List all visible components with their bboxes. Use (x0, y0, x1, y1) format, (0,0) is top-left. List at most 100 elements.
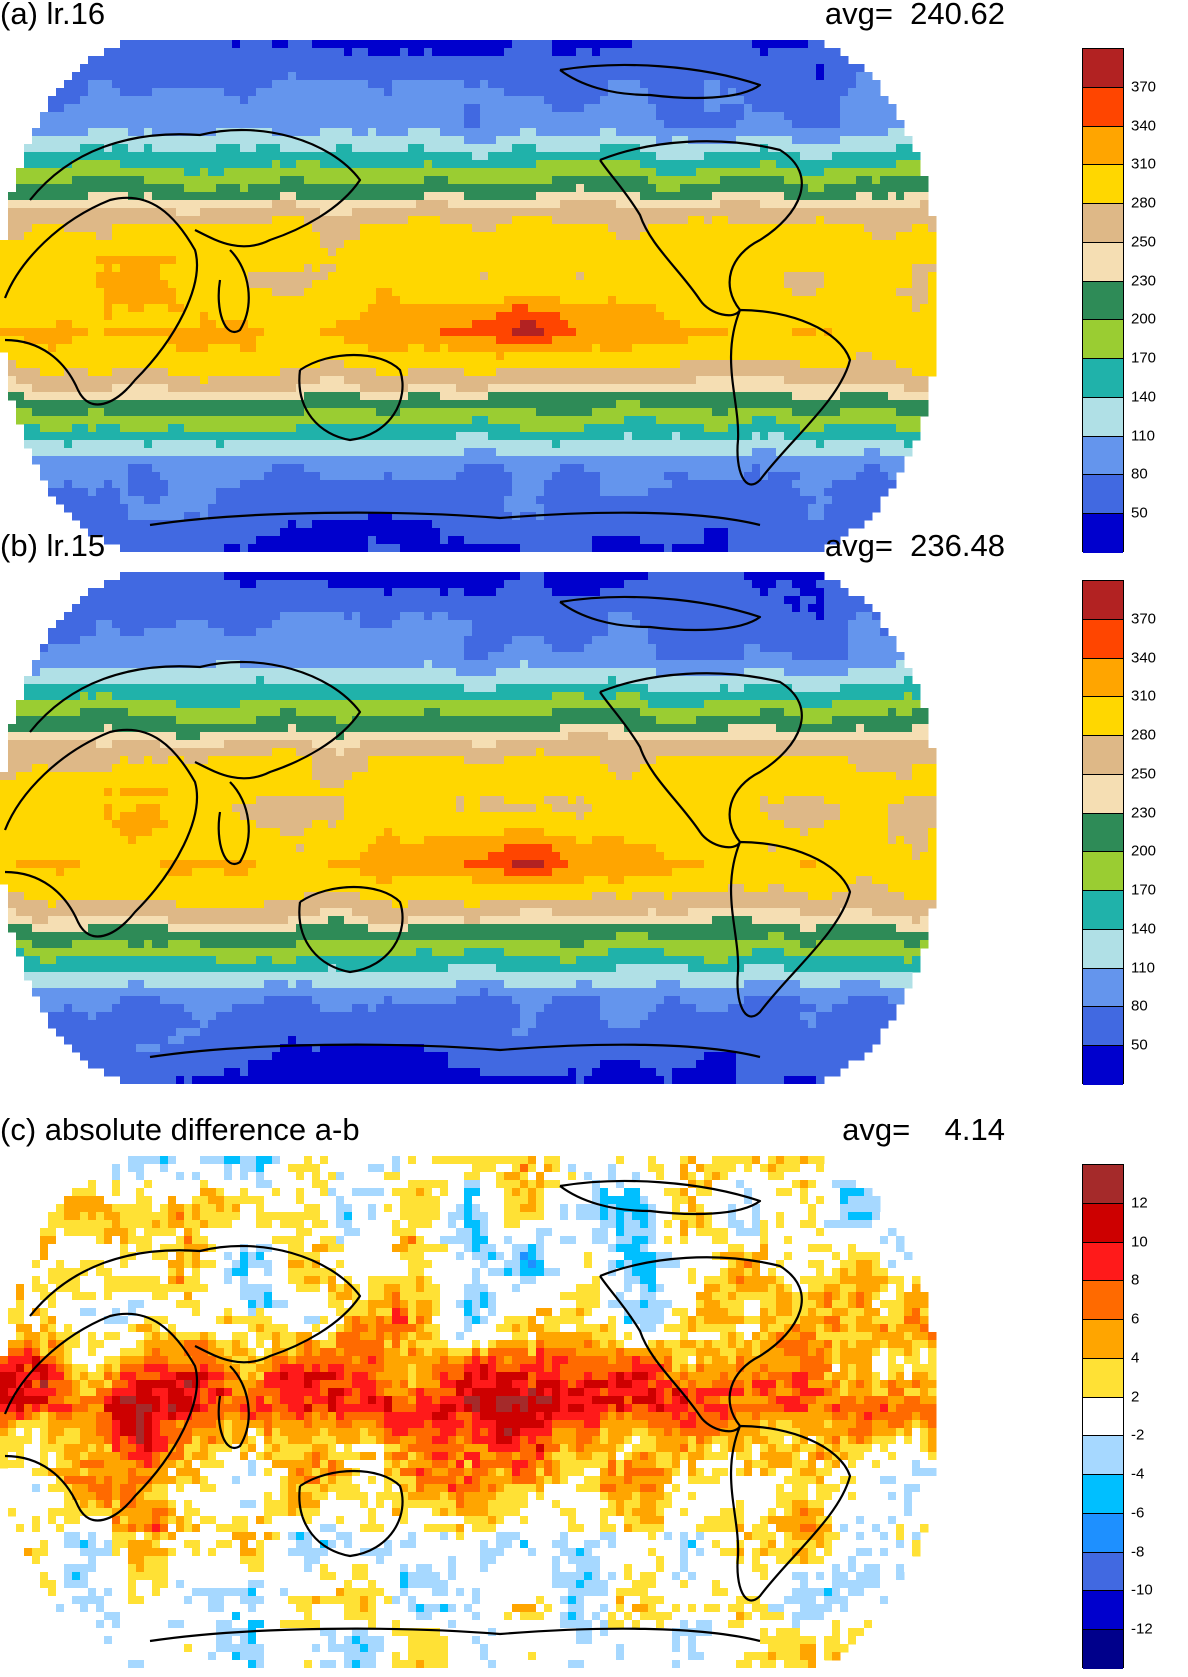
panel-average: avg= 240.62 (825, 0, 1005, 32)
panel-title: (a) lr.16 (0, 0, 105, 32)
colorbar-swatch (1083, 87, 1123, 127)
colorbar-swatch (1083, 1165, 1123, 1204)
coastline (599, 140, 803, 317)
coastline (559, 63, 762, 100)
colorbar-tick-label: 4 (1131, 1349, 1139, 1366)
colorbar-swatch (1083, 514, 1123, 553)
colorbar-tick-label: 230 (1131, 804, 1156, 821)
colorbar-tick-label: 140 (1131, 920, 1156, 937)
coastline (559, 595, 762, 632)
coastline (3, 1312, 198, 1522)
coastline (3, 728, 198, 938)
coastline (3, 196, 198, 406)
colorbar-tick-label: 6 (1131, 1311, 1139, 1328)
colorbar-swatch (1083, 49, 1123, 88)
colorbar-tick-label: 310 (1131, 156, 1156, 173)
colorbar-swatch (1083, 126, 1123, 166)
colorbar-tick-label: 200 (1131, 311, 1156, 328)
colorbar-tick-label: 170 (1131, 350, 1156, 367)
colorbar-tick-label: 230 (1131, 272, 1156, 289)
colorbar-swatch (1083, 891, 1123, 930)
colorbar-tick-label: 200 (1131, 843, 1156, 860)
coastline (599, 1256, 803, 1433)
coastline (217, 249, 250, 333)
colorbar-swatch (1083, 1320, 1123, 1359)
coastline (29, 128, 362, 248)
colorbar (1082, 580, 1124, 1085)
colorbar-swatch (1083, 242, 1123, 282)
colorbar-swatch (1083, 204, 1123, 243)
coastline (729, 308, 852, 486)
coastline (29, 660, 362, 780)
colorbar-swatch (1083, 1358, 1123, 1398)
world-map (0, 1156, 937, 1668)
colorbar-swatch (1083, 1397, 1123, 1437)
coastline (29, 1244, 362, 1364)
world-map (0, 40, 937, 552)
colorbar-tick-label: 80 (1131, 466, 1148, 483)
coastline (298, 1470, 404, 1558)
colorbar-tick-label: -12 (1131, 1621, 1153, 1638)
coastline (217, 1365, 250, 1449)
colorbar-swatch (1083, 1552, 1123, 1592)
colorbar-swatch (1083, 436, 1123, 476)
coastline (729, 1424, 852, 1602)
colorbar-tick-label: 340 (1131, 649, 1156, 666)
colorbar-swatch (1083, 1513, 1123, 1553)
colorbar-tick-label: 250 (1131, 233, 1156, 250)
colorbar-swatch (1083, 774, 1123, 814)
coastline (298, 886, 404, 974)
colorbar-swatch (1083, 281, 1123, 321)
panel-c: (c) absolute difference a-b avg= 4.14 12… (0, 1112, 1188, 1675)
panel-average: avg= 4.14 (842, 1112, 1005, 1148)
colorbar-swatch (1083, 1046, 1123, 1085)
colorbar-tick-label: -4 (1131, 1466, 1144, 1483)
colorbar-swatch (1083, 1007, 1123, 1047)
colorbar-swatch (1083, 813, 1123, 853)
colorbar-tick-label: -10 (1131, 1582, 1153, 1599)
colorbar-swatch (1083, 736, 1123, 775)
colorbar-swatch (1083, 1436, 1123, 1476)
colorbar (1082, 48, 1124, 553)
colorbar-swatch (1083, 320, 1123, 360)
colorbar-tick-label: -8 (1131, 1543, 1144, 1560)
colorbar-tick-label: 110 (1131, 427, 1155, 444)
colorbar-swatch (1083, 397, 1123, 437)
colorbar-tick-label: 80 (1131, 998, 1148, 1015)
colorbar-tick-label: 2 (1131, 1388, 1139, 1405)
colorbar-swatch (1083, 929, 1123, 969)
colorbar-tick-label: 8 (1131, 1272, 1139, 1289)
colorbar-tick-label: 170 (1131, 882, 1156, 899)
colorbar-tick-label: 250 (1131, 765, 1156, 782)
colorbar-swatch (1083, 697, 1123, 737)
colorbar-swatch (1083, 968, 1123, 1008)
world-map (0, 572, 937, 1084)
colorbar-tick-label: 50 (1131, 1037, 1148, 1054)
colorbar-swatch (1083, 1242, 1123, 1282)
panel-average: avg= 236.48 (825, 528, 1005, 564)
coastline (149, 511, 761, 527)
colorbar-swatch (1083, 1475, 1123, 1514)
colorbar-tick-label: 280 (1131, 727, 1156, 744)
colorbar-tick-label: -2 (1131, 1427, 1144, 1444)
colorbar-tick-label: 340 (1131, 117, 1156, 134)
panel-title: (b) lr.15 (0, 528, 105, 564)
colorbar-tick-label: 110 (1131, 959, 1155, 976)
colorbar-tick-label: 140 (1131, 388, 1156, 405)
colorbar-tick-label: 370 (1131, 78, 1156, 95)
coastline (217, 781, 250, 865)
colorbar-swatch (1083, 1203, 1123, 1243)
coastline (599, 672, 803, 849)
colorbar-swatch (1083, 619, 1123, 659)
colorbar-tick-label: -6 (1131, 1504, 1144, 1521)
colorbar-swatch (1083, 1591, 1123, 1631)
colorbar-swatch (1083, 475, 1123, 515)
colorbar-swatch (1083, 1630, 1123, 1669)
coastline (559, 1179, 762, 1216)
colorbar-tick-label: 10 (1131, 1233, 1148, 1250)
colorbar-swatch (1083, 165, 1123, 205)
colorbar-swatch (1083, 581, 1123, 620)
coastline (298, 354, 404, 442)
panel-a: (a) lr.16 avg= 240.62 370 340 310 280 250 230… (0, 0, 1188, 559)
coastline (149, 1043, 761, 1059)
